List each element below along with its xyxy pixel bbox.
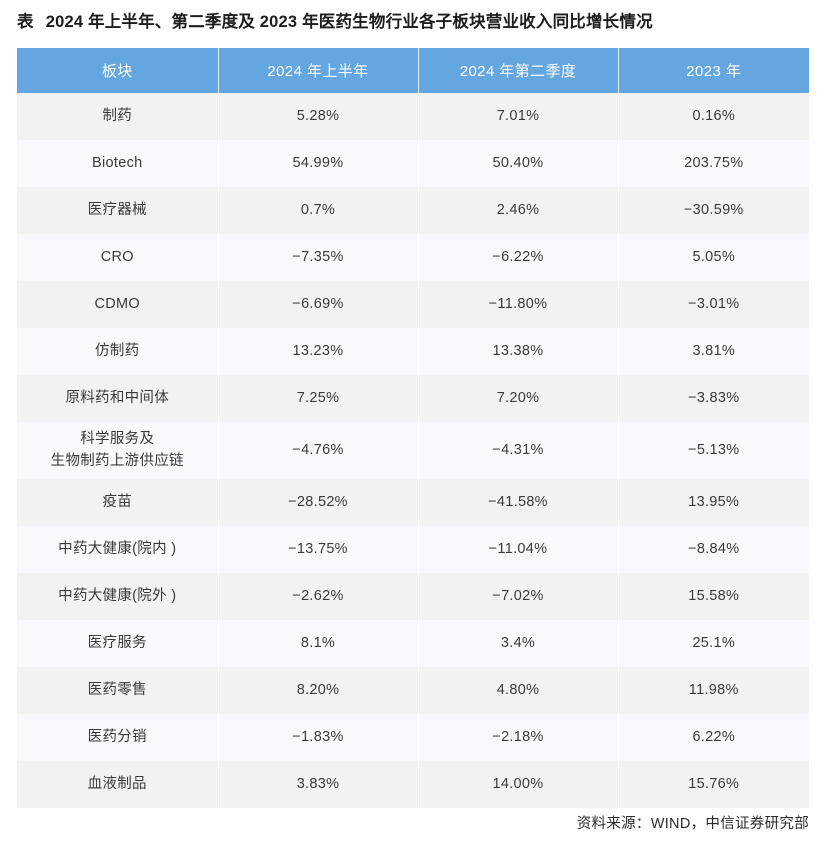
cell-2023: −30.59%: [618, 187, 809, 234]
table-row: 医药零售 8.20% 4.80% 11.98%: [17, 666, 809, 714]
table-row: 医药分销 −1.83% −2.18% 6.22%: [17, 713, 809, 761]
cell-sector: 疫苗: [17, 478, 219, 526]
column-header-2023: 2023 年: [618, 48, 809, 93]
cell-2024q2: 7.20%: [418, 375, 619, 422]
table-row: 原料药和中间体 7.25% 7.20% −3.83%: [17, 375, 809, 422]
cell-sector: Biotech: [17, 140, 219, 187]
table-row: 仿制药 13.23% 13.38% 3.81%: [17, 328, 809, 375]
cell-2024h1: 54.99%: [218, 140, 419, 187]
cell-2024q2: −11.04%: [418, 525, 619, 573]
cell-sector: 医药零售: [17, 666, 219, 714]
table-row: CDMO −6.69% −11.80% −3.01%: [17, 281, 809, 328]
cell-2024q2: 4.80%: [418, 666, 619, 714]
cell-2024h1: −28.52%: [218, 478, 419, 526]
table-row: 医疗服务 8.1% 3.4% 25.1%: [17, 619, 809, 667]
cell-2024h1: −1.83%: [218, 713, 419, 761]
cell-2024h1: 7.25%: [218, 375, 419, 422]
cell-2023: 0.16%: [618, 93, 809, 140]
cell-2024h1: −7.35%: [218, 234, 419, 281]
cell-2023: −3.01%: [618, 281, 809, 328]
cell-2024h1: 5.28%: [218, 93, 419, 140]
cell-sector: 科学服务及 生物制药上游供应链: [17, 422, 219, 479]
cell-sector: 医药分销: [17, 713, 219, 761]
table-row: Biotech 54.99% 50.40% 203.75%: [17, 140, 809, 187]
cell-2023: 3.81%: [618, 328, 809, 375]
column-header-2024h1: 2024 年上半年: [218, 48, 419, 93]
cell-2024h1: 8.20%: [218, 666, 419, 714]
cell-2024q2: 14.00%: [418, 760, 619, 808]
cell-2024q2: −6.22%: [418, 234, 619, 281]
cell-2024h1: −2.62%: [218, 572, 419, 620]
title-label: 表: [17, 13, 34, 31]
cell-2024q2: −41.58%: [418, 478, 619, 526]
cell-2024q2: 3.4%: [418, 619, 619, 667]
cell-sector: 医疗服务: [17, 619, 219, 667]
cell-2024h1: 13.23%: [218, 328, 419, 375]
cell-2023: 6.22%: [618, 713, 809, 761]
cell-2024q2: −2.18%: [418, 713, 619, 761]
cell-2023: −8.84%: [618, 525, 809, 573]
cell-sector: 制药: [17, 93, 219, 140]
cell-2024h1: 3.83%: [218, 760, 419, 808]
cell-2024q2: 7.01%: [418, 93, 619, 140]
cell-2023: 5.05%: [618, 234, 809, 281]
source-note: 资料来源：WIND，中信证券研究部: [576, 816, 809, 832]
cell-sector: 医疗器械: [17, 187, 219, 234]
cell-2023: 15.76%: [618, 760, 809, 808]
cell-2023: 25.1%: [618, 619, 809, 667]
cell-2023: −3.83%: [618, 375, 809, 422]
cell-sector: 原料药和中间体: [17, 375, 219, 422]
table-row: 制药 5.28% 7.01% 0.16%: [17, 93, 809, 140]
table-row: 血液制品 3.83% 14.00% 15.76%: [17, 760, 809, 808]
cell-2024h1: 8.1%: [218, 619, 419, 667]
table-row: 疫苗 −28.52% −41.58% 13.95%: [17, 478, 809, 526]
cell-2024q2: 2.46%: [418, 187, 619, 234]
cell-2024q2: −11.80%: [418, 281, 619, 328]
table-row: 医疗器械 0.7% 2.46% −30.59%: [17, 187, 809, 234]
title-text: 2024 年上半年、第二季度及 2023 年医药生物行业各子板块营业收入同比增长…: [45, 13, 653, 31]
cell-2023: 11.98%: [618, 666, 809, 714]
cell-sector: CRO: [17, 234, 219, 281]
cell-2023: 203.75%: [618, 140, 809, 187]
table-row: CRO −7.35% −6.22% 5.05%: [17, 234, 809, 281]
cell-sector: 中药大健康(院内 ): [17, 525, 219, 573]
cell-2024q2: 50.40%: [418, 140, 619, 187]
column-header-sector: 板块: [17, 48, 219, 93]
table-header: 板块 2024 年上半年 2024 年第二季度 2023 年: [17, 48, 809, 93]
column-header-2024q2: 2024 年第二季度: [418, 48, 619, 93]
cell-2024q2: −4.31%: [418, 422, 619, 479]
cell-2024h1: −6.69%: [218, 281, 419, 328]
cell-sector: 血液制品: [17, 760, 219, 808]
cell-2023: 15.58%: [618, 572, 809, 620]
cell-sector: 仿制药: [17, 328, 219, 375]
table-row: 中药大健康(院内 ) −13.75% −11.04% −8.84%: [17, 525, 809, 573]
cell-2024q2: −7.02%: [418, 572, 619, 620]
table-body: 制药 5.28% 7.01% 0.16% Biotech 54.99% 50.4…: [17, 93, 809, 808]
page-title: 表 2024 年上半年、第二季度及 2023 年医药生物行业各子板块营业收入同比增…: [17, 8, 812, 32]
cell-sector: CDMO: [17, 281, 219, 328]
cell-2024h1: 0.7%: [218, 187, 419, 234]
cell-2023: 13.95%: [618, 478, 809, 526]
cell-2024h1: −13.75%: [218, 525, 419, 573]
cell-sector: 中药大健康(院外 ): [17, 572, 219, 620]
table-row: 中药大健康(院外 ) −2.62% −7.02% 15.58%: [17, 572, 809, 620]
table-header-row: 板块 2024 年上半年 2024 年第二季度 2023 年: [17, 48, 809, 93]
table-row: 科学服务及 生物制药上游供应链 −4.76% −4.31% −5.13%: [17, 422, 809, 479]
cell-2024h1: −4.76%: [218, 422, 419, 479]
cell-2023: −5.13%: [618, 422, 809, 479]
growth-rate-table: 板块 2024 年上半年 2024 年第二季度 2023 年 制药 5.28% …: [17, 48, 809, 808]
cell-2024q2: 13.38%: [418, 328, 619, 375]
